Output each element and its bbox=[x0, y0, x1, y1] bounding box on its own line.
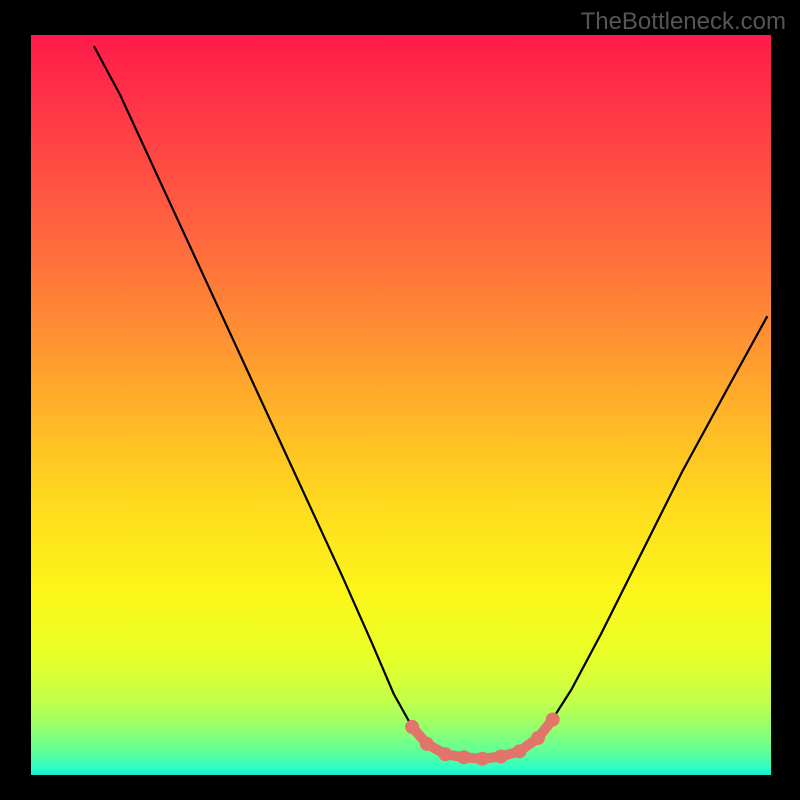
gradient-background bbox=[31, 35, 771, 775]
marker-point bbox=[512, 744, 526, 758]
marker-point bbox=[457, 750, 471, 764]
marker-point bbox=[405, 720, 419, 734]
marker-point bbox=[546, 713, 560, 727]
plot-svg bbox=[31, 35, 771, 775]
plot-area bbox=[31, 35, 771, 775]
marker-point bbox=[475, 752, 489, 766]
marker-point bbox=[420, 737, 434, 751]
watermark-text: TheBottleneck.com bbox=[581, 8, 786, 36]
marker-point bbox=[531, 731, 545, 745]
marker-point bbox=[438, 747, 452, 761]
marker-point bbox=[494, 750, 508, 764]
chart-canvas: TheBottleneck.com bbox=[0, 0, 800, 800]
